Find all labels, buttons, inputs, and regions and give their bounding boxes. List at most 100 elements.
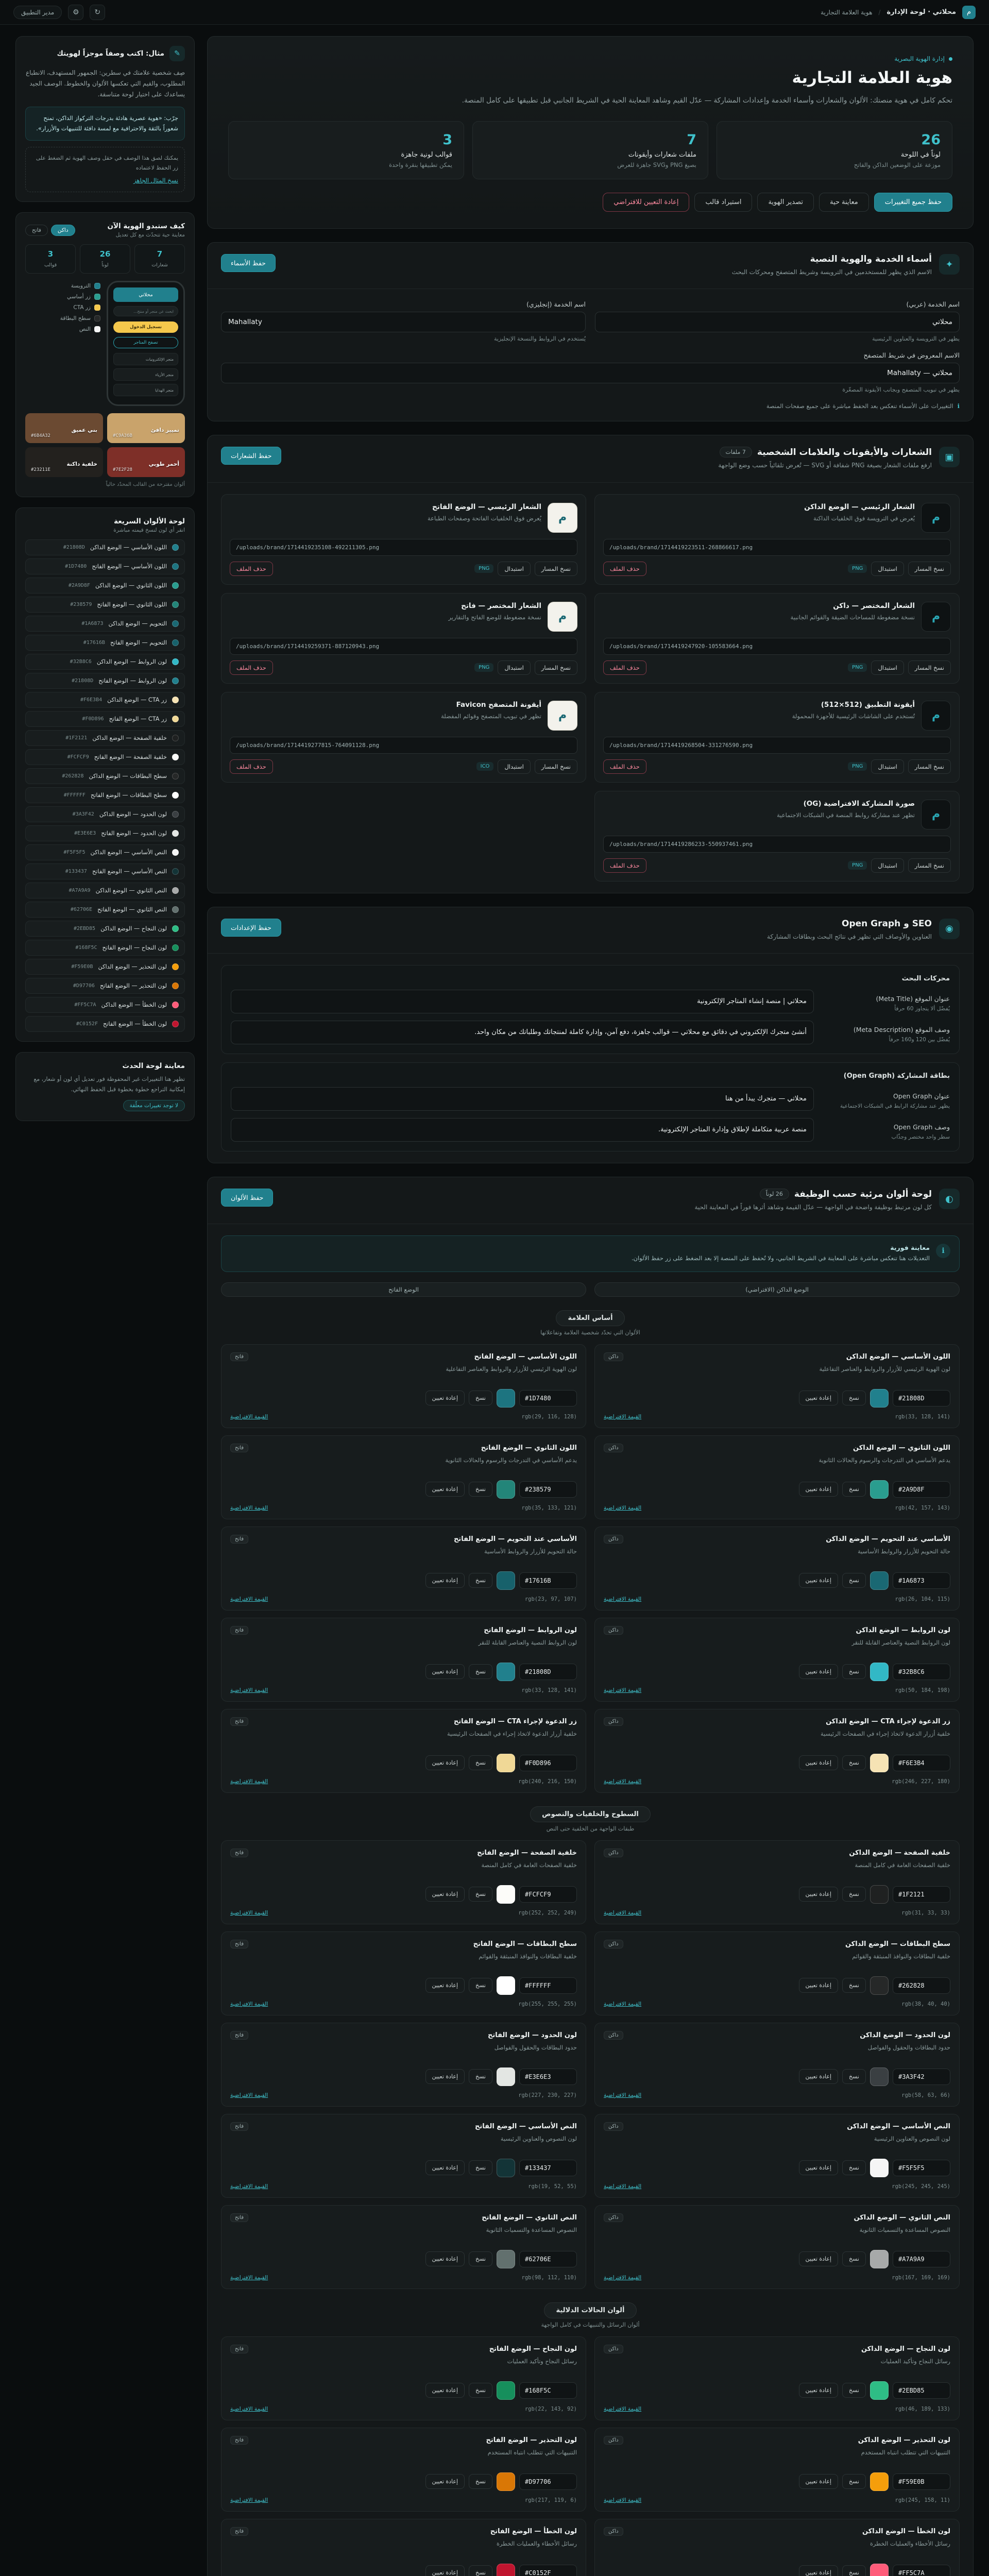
color-swatch[interactable] [497, 1976, 515, 1995]
quick-color-item[interactable]: اللون الأساسي — الوضع الفاتح #1D7480 [25, 558, 185, 575]
reset-color-button[interactable]: إعادة تعيين [798, 2565, 839, 2576]
reset-color-button[interactable]: إعادة تعيين [798, 1755, 839, 1771]
color-swatch[interactable] [497, 1388, 515, 1408]
copy-color-button[interactable]: نسخ [842, 2069, 866, 2084]
reset-color-button[interactable]: إعادة تعيين [798, 2069, 839, 2084]
reset-color-button[interactable]: إعادة تعيين [425, 2160, 465, 2176]
delete-file-button[interactable]: حذف الملف [603, 561, 646, 576]
default-value-link[interactable]: القيمة الافتراضية [604, 1778, 642, 1785]
color-swatch[interactable] [870, 2067, 889, 2086]
copy-color-button[interactable]: نسخ [842, 2474, 866, 2489]
default-value-link[interactable]: القيمة الافتراضية [230, 2183, 268, 2190]
default-value-link[interactable]: القيمة الافتراضية [604, 2092, 642, 2098]
reset-color-button[interactable]: إعادة تعيين [425, 1978, 465, 1993]
reset-color-button[interactable]: إعادة تعيين [425, 2383, 465, 2398]
copy-color-button[interactable]: نسخ [842, 2251, 866, 2267]
hex-input[interactable] [519, 2250, 577, 2267]
copy-color-button[interactable]: نسخ [469, 1482, 492, 1497]
settings-icon[interactable]: ⚙ [68, 4, 84, 20]
delete-file-button[interactable]: حذف الملف [230, 660, 273, 675]
suggested-color-tile[interactable]: بني عميق #6B4A32 [25, 413, 103, 444]
copy-color-button[interactable]: نسخ [469, 2251, 492, 2267]
hex-input[interactable] [519, 2564, 577, 2576]
hex-input[interactable] [893, 1389, 950, 1406]
hex-input[interactable] [893, 1481, 950, 1498]
hex-input[interactable] [519, 2473, 577, 2490]
seo-field-value[interactable]: منصة عربية متكاملة لإطلاق وإدارة المتاجر… [231, 1118, 814, 1142]
mode-toggle[interactable]: فاتح [25, 224, 48, 236]
header-action-button[interactable]: معاينة حية [819, 193, 869, 212]
logo-preview[interactable]: م [921, 799, 951, 829]
quick-color-item[interactable]: لون الروابط — الوضع الداكن #32B8C6 [25, 654, 185, 670]
hex-input[interactable] [519, 1389, 577, 1406]
color-swatch[interactable] [497, 1480, 515, 1499]
logo-preview[interactable]: م [548, 502, 577, 533]
default-value-link[interactable]: القيمة الافتراضية [604, 1504, 642, 1511]
color-swatch[interactable] [497, 2563, 515, 2576]
quick-color-item[interactable]: لون الخطأ — الوضع الداكن #FF5C7A [25, 997, 185, 1013]
copy-color-button[interactable]: نسخ [469, 1391, 492, 1406]
copy-color-button[interactable]: نسخ [842, 1573, 866, 1588]
reset-color-button[interactable]: إعادة تعيين [798, 2160, 839, 2176]
hex-input[interactable] [893, 2068, 950, 2085]
logo-path-input[interactable] [603, 538, 951, 556]
color-swatch[interactable] [497, 2381, 515, 2400]
hex-input[interactable] [893, 1663, 950, 1680]
color-swatch[interactable] [497, 1571, 515, 1590]
save-seo-button[interactable]: حفظ الإعدادات [221, 918, 281, 937]
copy-path-button[interactable]: نسخ المسار [908, 759, 951, 774]
quick-color-item[interactable]: النص الأساسي — الوضع الفاتح #133437 [25, 863, 185, 880]
seo-field-value[interactable]: محلاتي | منصة إنشاء المتاجر الإلكترونية [231, 989, 814, 1013]
reset-color-button[interactable]: إعادة تعيين [425, 2069, 465, 2084]
logo-preview[interactable]: م [921, 700, 951, 731]
suggested-color-tile[interactable]: أحمر طوبي #7E2F28 [107, 447, 185, 478]
quick-color-item[interactable]: اللون الثانوي — الوضع الفاتح #238579 [25, 597, 185, 613]
quick-color-item[interactable]: خلفية الصفحة — الوضع الفاتح #FCFCF9 [25, 749, 185, 766]
hex-input[interactable] [519, 1481, 577, 1498]
copy-path-button[interactable]: نسخ المسار [534, 759, 577, 774]
hex-input[interactable] [519, 1886, 577, 1903]
logo-path-input[interactable] [603, 736, 951, 754]
color-swatch[interactable] [870, 1976, 889, 1995]
color-swatch[interactable] [870, 2563, 889, 2576]
save-names-button[interactable]: حفظ الأسماء [221, 254, 276, 273]
reset-color-button[interactable]: إعادة تعيين [798, 2251, 839, 2267]
logo-path-input[interactable] [230, 538, 577, 556]
replace-file-button[interactable]: استبدال [498, 759, 531, 774]
copy-color-button[interactable]: نسخ [469, 2565, 492, 2576]
default-value-link[interactable]: القيمة الافتراضية [230, 2001, 268, 2007]
header-action-button[interactable]: استيراد قالب [694, 193, 753, 212]
logo-path-input[interactable] [230, 637, 577, 655]
copy-path-button[interactable]: نسخ المسار [908, 858, 951, 873]
default-value-link[interactable]: القيمة الافتراضية [230, 1909, 268, 1916]
reset-color-button[interactable]: إعادة تعيين [425, 1391, 465, 1406]
copy-color-button[interactable]: نسخ [469, 1755, 492, 1771]
quick-color-item[interactable]: النص الأساسي — الوضع الداكن #F5F5F5 [25, 844, 185, 861]
quick-color-item[interactable]: زر CTA — الوضع الداكن #F6E3B4 [25, 692, 185, 708]
reset-color-button[interactable]: إعادة تعيين [425, 1887, 465, 1902]
quick-color-item[interactable]: سطح البطاقات — الوضع الفاتح #FFFFFF [25, 787, 185, 804]
delete-file-button[interactable]: حذف الملف [230, 759, 273, 774]
quick-color-item[interactable]: لون الحدود — الوضع الفاتح #E3E6E3 [25, 825, 185, 842]
logo-path-input[interactable] [230, 736, 577, 754]
copy-path-button[interactable]: نسخ المسار [908, 561, 951, 576]
hex-input[interactable] [893, 2564, 950, 2576]
color-swatch[interactable] [870, 2381, 889, 2400]
default-value-link[interactable]: القيمة الافتراضية [230, 2274, 268, 2281]
color-swatch[interactable] [870, 1885, 889, 1904]
default-value-link[interactable]: القيمة الافتراضية [604, 2497, 642, 2503]
reset-color-button[interactable]: إعادة تعيين [798, 1978, 839, 1993]
delete-file-button[interactable]: حذف الملف [603, 660, 646, 675]
seo-field-value[interactable]: أنشئ متجرك الإلكتروني في دقائق مع محلاتي… [231, 1020, 814, 1045]
reset-color-button[interactable]: إعادة تعيين [798, 1664, 839, 1680]
logo-path-input[interactable] [603, 637, 951, 655]
copy-color-button[interactable]: نسخ [469, 1887, 492, 1902]
copy-color-button[interactable]: نسخ [842, 2565, 866, 2576]
default-value-link[interactable]: القيمة الافتراضية [604, 1413, 642, 1420]
color-swatch[interactable] [870, 2472, 889, 2491]
reset-color-button[interactable]: إعادة تعيين [798, 1573, 839, 1588]
delete-file-button[interactable]: حذف الملف [230, 561, 273, 576]
quick-color-item[interactable]: النص الثانوي — الوضع الداكن #A7A9A9 [25, 883, 185, 899]
user-chip[interactable]: مدير التطبيق [13, 5, 62, 19]
logo-preview[interactable]: م [921, 502, 951, 533]
